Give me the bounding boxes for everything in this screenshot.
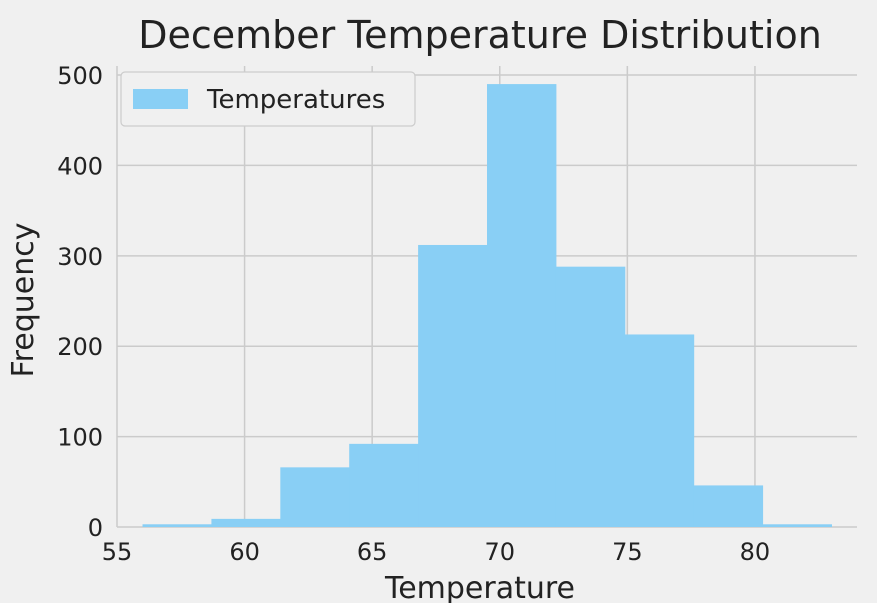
y-tick-label: 400 bbox=[57, 152, 103, 180]
histogram-bar bbox=[555, 266, 626, 527]
histogram-bar bbox=[487, 84, 557, 527]
histogram-bar bbox=[624, 334, 695, 527]
histogram-bar bbox=[762, 524, 832, 527]
y-tick-label: 200 bbox=[57, 333, 103, 361]
y-tick-label: 100 bbox=[57, 424, 103, 452]
histogram-bar bbox=[280, 467, 350, 527]
ticks-layer: 55 60 65 70 75 80 0 100 200 300 400 500 bbox=[57, 62, 770, 566]
bars-layer bbox=[142, 84, 832, 527]
x-tick-label: 65 bbox=[357, 538, 388, 566]
x-tick-label: 55 bbox=[102, 538, 133, 566]
y-axis-label: Frequency bbox=[6, 223, 41, 378]
legend: Temperatures bbox=[120, 71, 416, 127]
histogram-bar bbox=[349, 443, 419, 527]
x-tick-label: 80 bbox=[740, 538, 771, 566]
histogram-bar bbox=[142, 524, 212, 527]
x-tick-label: 60 bbox=[229, 538, 260, 566]
histogram-bar bbox=[418, 244, 488, 527]
y-tick-label: 500 bbox=[57, 62, 103, 90]
histogram-bar bbox=[211, 518, 281, 527]
legend-box bbox=[120, 71, 416, 127]
legend-swatch bbox=[133, 89, 188, 109]
histogram-bar bbox=[693, 485, 764, 527]
chart-title: December Temperature Distribution bbox=[138, 13, 822, 57]
legend-label: Temperatures bbox=[206, 85, 385, 115]
y-tick-label: 300 bbox=[57, 243, 103, 271]
x-axis-label: Temperature bbox=[384, 571, 575, 603]
y-tick-label: 0 bbox=[88, 514, 103, 542]
x-tick-label: 75 bbox=[612, 538, 643, 566]
x-tick-label: 70 bbox=[484, 538, 515, 566]
